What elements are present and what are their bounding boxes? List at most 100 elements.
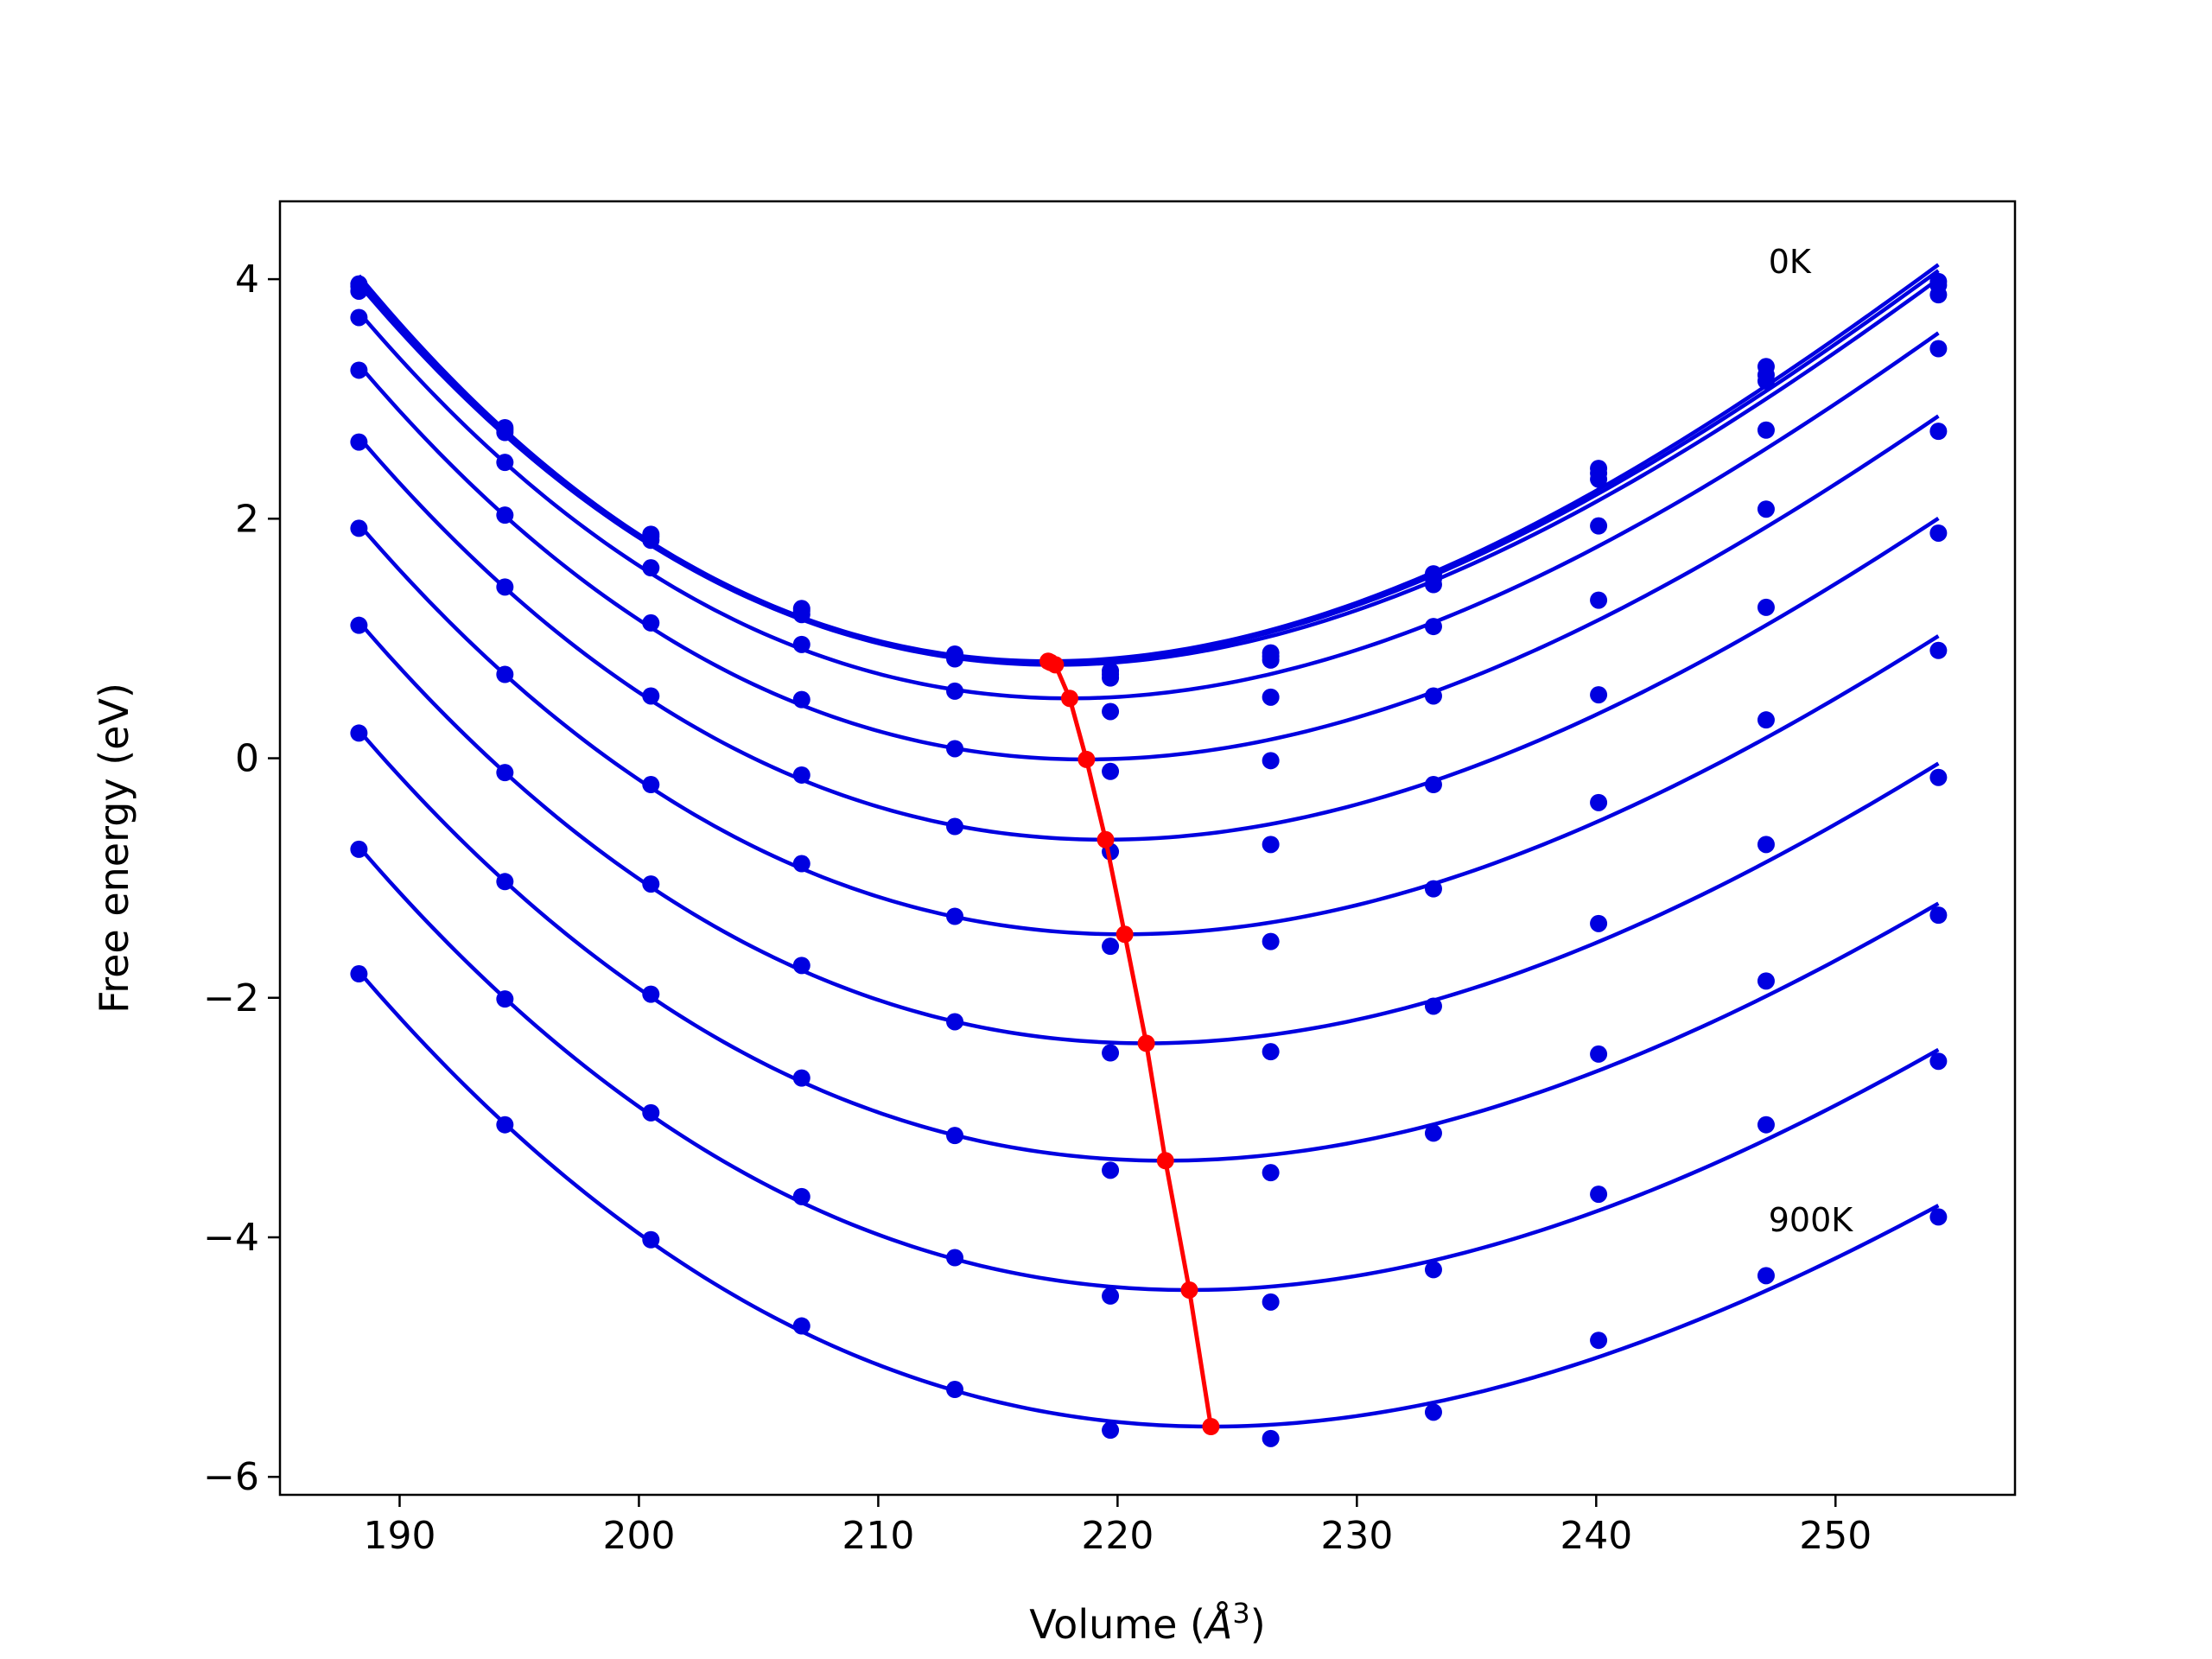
data-point [1262, 1293, 1280, 1311]
data-point [350, 433, 368, 451]
data-point [350, 519, 368, 537]
data-point [1590, 1332, 1608, 1350]
minimum-point [1156, 1152, 1174, 1170]
data-point [1757, 711, 1775, 729]
data-point [496, 665, 514, 683]
data-point [642, 531, 660, 550]
data-point [496, 873, 514, 891]
annotations: 0K 900K [1769, 243, 1854, 1239]
data-point [1102, 669, 1120, 687]
data-point [496, 990, 514, 1008]
data-point [1262, 1429, 1280, 1447]
data-point [1424, 618, 1442, 636]
data-point [1102, 1421, 1120, 1440]
y-axis-label: Free energy (eV) [91, 683, 137, 1014]
data-point [350, 308, 368, 327]
minimum-point [1202, 1417, 1220, 1435]
x-tick-label: 230 [1320, 1514, 1393, 1558]
x-label-close: ) [1250, 1601, 1266, 1648]
x-tick-label: 250 [1799, 1514, 1872, 1558]
x-label-exponent: 3 [1232, 1597, 1249, 1630]
minimum-point [1116, 925, 1134, 944]
x-axis-label: Volume (Å3) [1029, 1597, 1265, 1648]
data-point [1262, 688, 1280, 706]
data-point [1102, 1287, 1120, 1305]
y-tick-label: −6 [203, 1455, 259, 1499]
data-point [1262, 836, 1280, 854]
data-point [350, 724, 368, 742]
data-point [350, 361, 368, 379]
fit-curve [357, 310, 1940, 701]
x-tick-label: 200 [602, 1514, 675, 1558]
fit-curve [357, 845, 1940, 1293]
data-point [642, 1230, 660, 1249]
data-point [792, 1187, 810, 1205]
data-point [1590, 591, 1608, 609]
data-point [642, 559, 660, 577]
data-point [1262, 1043, 1280, 1061]
data-point [1590, 517, 1608, 535]
minimum-point [1137, 1034, 1155, 1052]
data-point [642, 875, 660, 893]
data-point [496, 1116, 514, 1134]
data-point [1102, 762, 1120, 780]
data-point [1590, 914, 1608, 932]
data-point [792, 1317, 810, 1335]
minimum-point [1046, 656, 1065, 674]
data-point [946, 1013, 964, 1031]
x-tick-label: 220 [1081, 1514, 1154, 1558]
data-point [496, 578, 514, 596]
data-point [1590, 1185, 1608, 1204]
data-point [1929, 524, 1948, 542]
x-label-text: Volume ( [1029, 1601, 1205, 1648]
data-point [642, 985, 660, 1003]
data-points [350, 272, 1948, 1447]
y-axis-ticks: −6 −4 −2 0 2 4 [203, 257, 280, 1499]
data-point [1757, 1116, 1775, 1134]
minimum-path [1039, 652, 1220, 1435]
data-point [1590, 1045, 1608, 1063]
data-point [946, 1127, 964, 1145]
data-point [946, 1381, 964, 1399]
data-point [1929, 1208, 1948, 1226]
data-point [1424, 687, 1442, 705]
data-point [1102, 702, 1120, 721]
data-point [1424, 776, 1442, 794]
minimum-point [1060, 690, 1078, 708]
data-point [1757, 500, 1775, 518]
data-point [1757, 1267, 1775, 1285]
fit-curves [357, 263, 1940, 1429]
x-axis-ticks: 190 200 210 220 230 240 250 [363, 1495, 1872, 1558]
x-tick-label: 190 [363, 1514, 435, 1558]
data-point [792, 957, 810, 975]
data-point [946, 817, 964, 836]
data-point [642, 776, 660, 794]
data-point [946, 650, 964, 668]
y-tick-label: 4 [235, 257, 259, 302]
data-point [1424, 575, 1442, 594]
data-point [1590, 793, 1608, 811]
data-point [1929, 906, 1948, 925]
data-point [642, 1103, 660, 1122]
data-point [1102, 1161, 1120, 1179]
data-point [1262, 651, 1280, 669]
minimum-point [1096, 830, 1115, 849]
data-point [1757, 972, 1775, 990]
data-point [1929, 641, 1948, 659]
fit-curve [357, 728, 1940, 1163]
data-point [792, 1069, 810, 1087]
data-point [946, 1249, 964, 1267]
fit-curve [357, 277, 1940, 667]
data-point [1757, 421, 1775, 439]
data-point [1424, 997, 1442, 1015]
data-point [1929, 1052, 1948, 1071]
data-point [1757, 372, 1775, 390]
data-point [496, 454, 514, 472]
data-point [946, 907, 964, 925]
data-point [1424, 880, 1442, 898]
data-point [350, 840, 368, 858]
data-point [1102, 1044, 1120, 1062]
minimum-point [1180, 1281, 1198, 1299]
data-point [1757, 598, 1775, 616]
